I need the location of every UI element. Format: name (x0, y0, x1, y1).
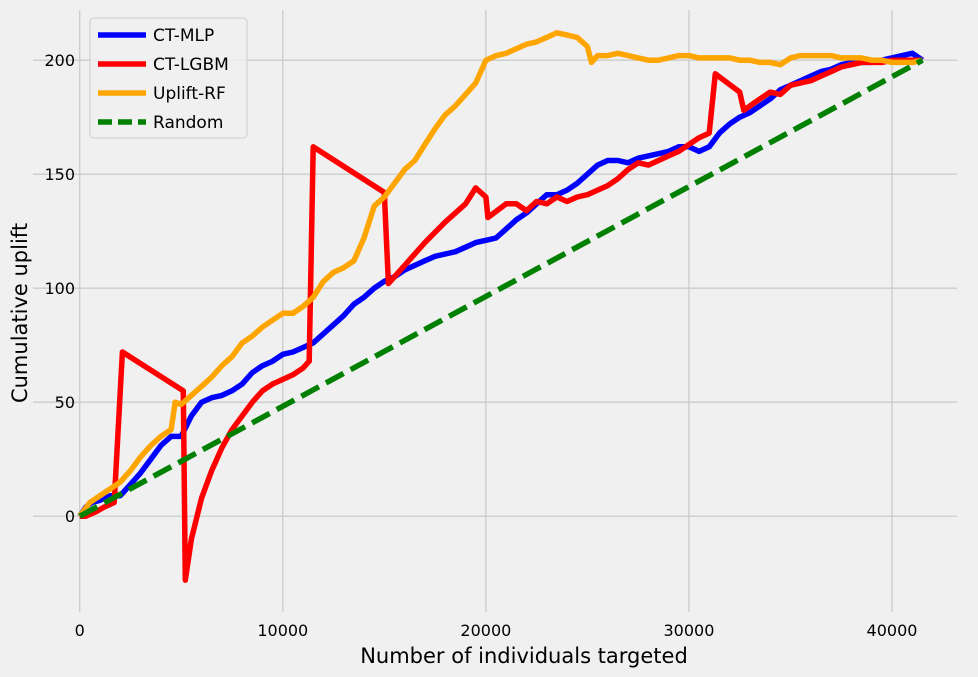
series-line-ct-mlp (77, 50, 925, 518)
legend-label: CT-LGBM (153, 55, 229, 75)
x-tick-label: 10000 (257, 621, 308, 640)
x-axis-label: Number of individuals targeted (360, 644, 688, 668)
legend: CT-MLP CT-LGBM Uplift-RF Random (89, 17, 248, 139)
y-tick-label: 100 (44, 279, 75, 298)
legend-box (89, 17, 248, 139)
x-tick-label: 40000 (867, 621, 918, 640)
y-tick-label: 50 (55, 393, 75, 412)
series-line-uplift-rf (77, 30, 924, 518)
legend-label: Random (153, 113, 223, 133)
y-tick-label: 0 (65, 507, 75, 526)
legend-label: CT-MLP (153, 26, 214, 46)
y-tick-label: 150 (44, 165, 75, 184)
y-tick-label: 200 (44, 51, 75, 70)
y-axis-label: Cumulative uplift (8, 223, 32, 403)
legend-label: Uplift-RF (153, 84, 226, 104)
ticks: 0 10000 20000 30000 40000 0 50 100 150 200 (44, 51, 917, 640)
series-line-random (78, 57, 924, 519)
x-tick-label: 30000 (663, 621, 714, 640)
x-tick-label: 20000 (460, 621, 511, 640)
x-tick-label: 0 (75, 621, 85, 640)
series-layer (77, 30, 925, 583)
